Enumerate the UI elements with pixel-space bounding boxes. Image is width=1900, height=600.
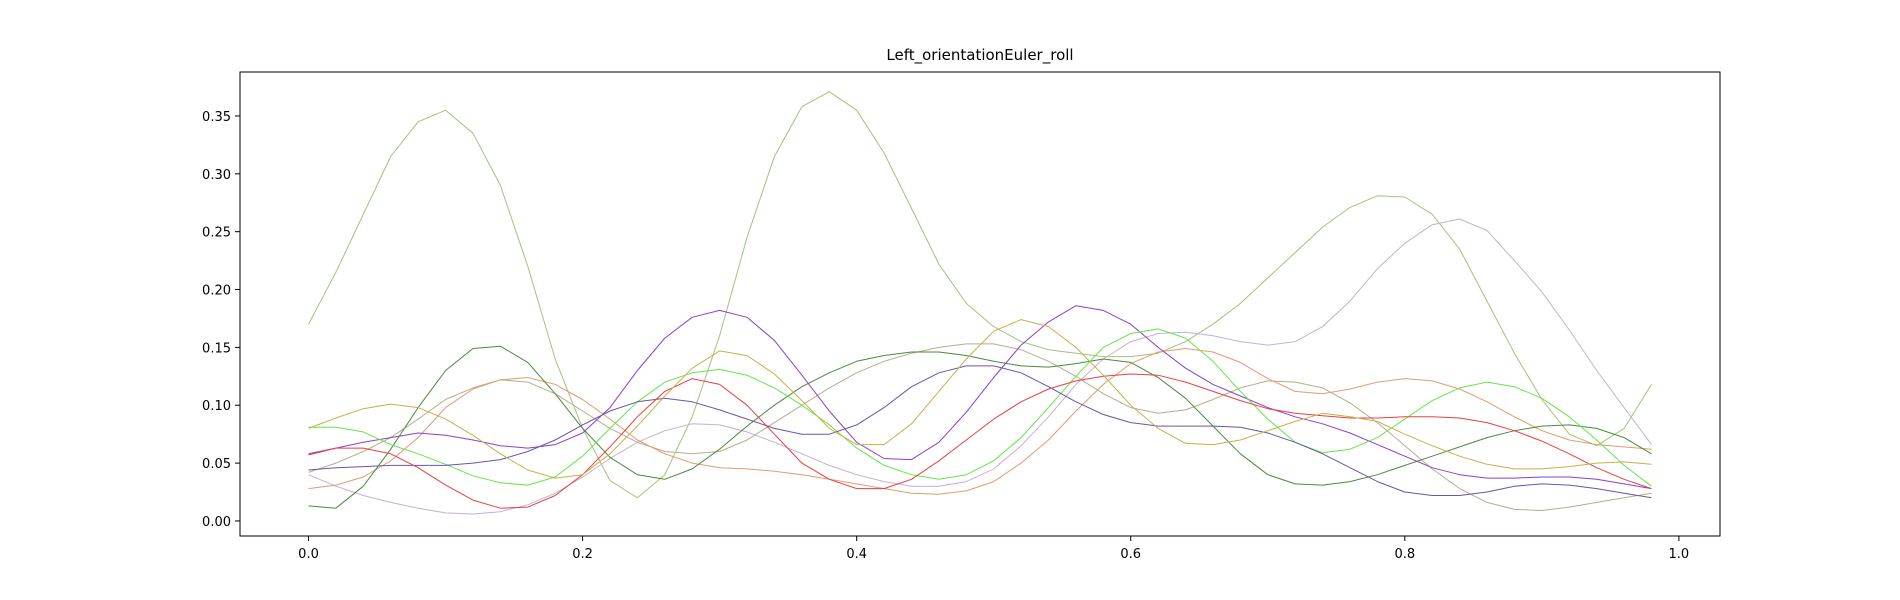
y-tick-label: 0.20 <box>202 284 231 299</box>
plot-frame <box>239 71 1721 537</box>
y-tick-label: 0.00 <box>202 515 231 530</box>
series-line-8 <box>308 365 1652 499</box>
series-line-5 <box>308 345 1652 509</box>
series-layer <box>308 91 1652 515</box>
y-tick-label: 0.30 <box>202 168 231 183</box>
series-line-10 <box>308 319 1652 479</box>
series-line-2 <box>308 218 1652 515</box>
series-line-1 <box>308 91 1652 499</box>
y-tick-label: 0.35 <box>202 110 231 125</box>
x-axis: 0.0 0.2 0.4 0.6 0.8 1.0 <box>298 536 1689 562</box>
x-tick-label: 0.4 <box>846 547 867 562</box>
x-tick-label: 0.0 <box>298 547 319 562</box>
y-tick-label: 0.05 <box>202 457 231 472</box>
series-line-3 <box>308 343 1652 511</box>
chart-title: Left_orientationEuler_roll <box>886 46 1073 65</box>
x-tick-label: 0.6 <box>1120 547 1141 562</box>
y-axis: 0.00 0.05 0.10 0.15 0.20 0.25 0.30 0.35 <box>202 110 240 530</box>
x-tick-label: 0.2 <box>572 547 593 562</box>
x-tick-label: 0.8 <box>1394 547 1415 562</box>
series-line-6 <box>308 305 1652 490</box>
x-tick-label: 1.0 <box>1669 547 1690 562</box>
y-tick-label: 0.10 <box>202 399 231 414</box>
series-line-7 <box>308 328 1652 487</box>
series-line-4 <box>308 348 1652 495</box>
series-line-9 <box>308 373 1652 509</box>
y-tick-label: 0.25 <box>202 226 231 241</box>
y-tick-label: 0.15 <box>202 341 231 356</box>
